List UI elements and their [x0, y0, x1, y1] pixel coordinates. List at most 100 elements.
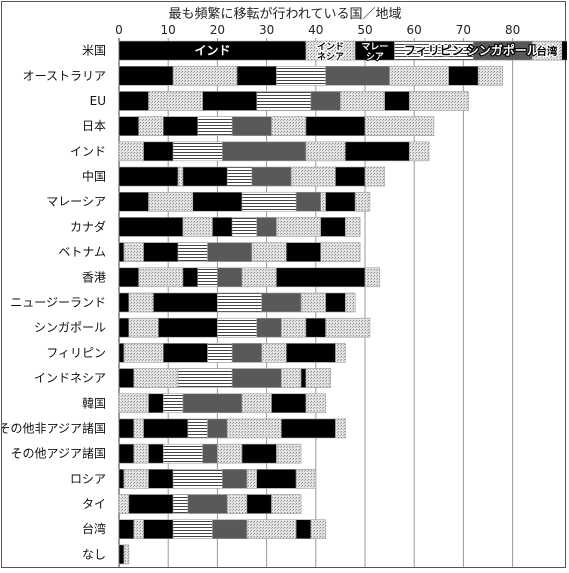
bar-segment [172, 141, 223, 162]
bar-segment [118, 519, 135, 540]
bar-segment [128, 317, 159, 338]
bar-segment [561, 40, 569, 61]
bar-segment [187, 494, 228, 514]
bar-segment [256, 469, 297, 489]
legend-label: インド [317, 42, 344, 53]
bar-segment [320, 242, 361, 262]
bar-segment [177, 368, 233, 388]
bar-segment [340, 91, 385, 111]
bar-segment [182, 267, 199, 288]
x-tick-label: 50 [357, 23, 372, 37]
bar-segment [123, 544, 130, 565]
bar-segment [143, 418, 189, 439]
bar-segment [281, 317, 307, 338]
bar-segment [197, 267, 218, 288]
bar-segment [118, 242, 125, 262]
bar-segment [217, 292, 262, 313]
bar-segment [118, 544, 125, 565]
bar-segment [276, 443, 302, 464]
bar-segment [345, 217, 361, 237]
bar-segment [143, 141, 174, 162]
bar-segment [295, 519, 312, 540]
category-label: その他非アジア諸国 [2, 420, 106, 435]
legend-label: インド [194, 44, 230, 58]
bar-segment [236, 65, 277, 86]
bar-segment [241, 393, 272, 414]
category-label: その他アジア諸国 [10, 446, 106, 461]
bar-segment [305, 116, 366, 136]
bar-segment [271, 494, 302, 514]
bar-segment [335, 343, 346, 363]
legend-label: フィリピン [404, 44, 464, 58]
bar-segment [153, 292, 218, 313]
bar-segment [118, 267, 139, 288]
bar-segment [118, 217, 184, 237]
bar-segment [231, 368, 282, 388]
bar-segment [148, 443, 164, 464]
bar-segment [305, 317, 326, 338]
bar-segment [118, 393, 149, 414]
bar-segment [118, 494, 130, 514]
bar-segment [143, 242, 179, 262]
bar-segment [123, 469, 149, 489]
bar-segment [300, 368, 307, 388]
bar-segment [148, 393, 164, 414]
bar-segment [241, 267, 277, 288]
bar-segment [162, 443, 203, 464]
bar-segment [172, 519, 213, 540]
bar-segment [345, 141, 410, 162]
bar-segment [251, 166, 292, 187]
bar-segment [389, 65, 449, 86]
x-tick-label: 0 [115, 23, 123, 37]
category-label: なし [82, 547, 106, 561]
bar-segment [133, 368, 179, 388]
bar-segment [212, 519, 248, 540]
bar-segment [276, 65, 326, 86]
bar-segment [217, 443, 243, 464]
x-tick-label: 40 [308, 23, 323, 37]
bar-segment [118, 191, 149, 212]
bar-segment [118, 292, 130, 313]
bar-segment [212, 217, 233, 237]
bar-segment [251, 242, 287, 262]
bar-segment [256, 91, 312, 111]
x-tick-label: 20 [210, 23, 225, 37]
category-label: ベトナム [58, 245, 106, 259]
category-label: 中国 [82, 169, 106, 184]
bar-segment [276, 267, 366, 288]
bar-segment [305, 141, 346, 162]
bar-segment [133, 443, 149, 464]
bar-segment [138, 267, 184, 288]
bar-segment [138, 116, 164, 136]
bar-segment [172, 469, 223, 489]
legend-label: シンガポール [467, 43, 539, 58]
bar-segment [246, 519, 297, 540]
bar-segment [290, 166, 336, 187]
bar-segment [158, 317, 218, 338]
bar-segment [128, 292, 154, 313]
legend-label: シア [366, 52, 384, 63]
bar-segment [305, 393, 326, 414]
category-label: インドネシア [34, 371, 106, 385]
bar-segment [118, 343, 125, 363]
bar-segment [281, 368, 302, 388]
bar-segment [261, 292, 302, 313]
bar-segment [217, 317, 258, 338]
category-label: ニュージーランド [10, 296, 106, 310]
bar-segment [325, 317, 371, 338]
bar-segment [325, 191, 356, 212]
bar-segment [118, 116, 139, 136]
bar-segment [354, 191, 371, 212]
bar-segment [281, 418, 336, 439]
bar-segment [187, 418, 208, 439]
bar-segment [177, 166, 184, 187]
category-label: フィリピン [46, 346, 106, 360]
bar-segment [226, 494, 248, 514]
bar-segment [192, 191, 243, 212]
bar-segment [246, 494, 272, 514]
bar-segment [182, 393, 243, 414]
bar-segment [477, 65, 504, 86]
bar-segment [172, 494, 189, 514]
bar-segment [408, 91, 469, 111]
